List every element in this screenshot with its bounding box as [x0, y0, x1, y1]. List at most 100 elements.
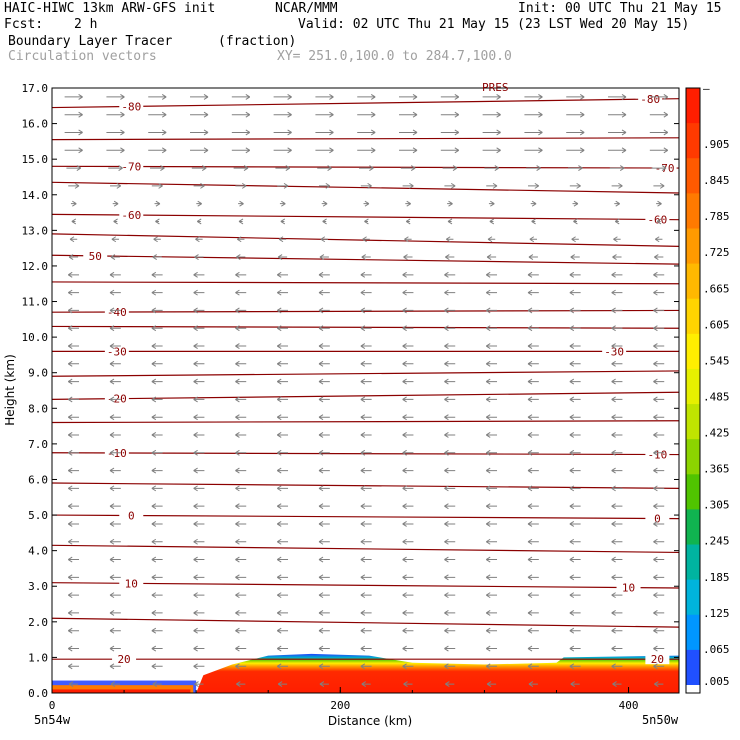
wind-vector	[193, 556, 205, 563]
wind-vector	[231, 111, 251, 118]
org-label: NCAR/MMM	[275, 1, 338, 16]
wind-vector	[611, 645, 623, 652]
wind-vector	[653, 467, 665, 474]
wind-vector	[151, 182, 163, 189]
wind-vector	[653, 521, 665, 527]
wind-vector	[364, 218, 369, 225]
wind-vector	[360, 343, 372, 349]
y-tick-label: 9.0	[28, 367, 48, 380]
wind-vector	[151, 289, 163, 296]
wind-vector	[656, 218, 662, 225]
wind-vector	[485, 521, 498, 527]
wind-vector	[109, 503, 121, 510]
wind-vector	[360, 414, 372, 421]
wind-vector	[656, 200, 662, 207]
wind-vector	[67, 271, 80, 278]
contour-label-bg	[119, 577, 144, 589]
wind-vector	[444, 432, 456, 438]
wind-vector	[569, 467, 581, 474]
colorbar-swatch	[686, 404, 700, 440]
contour-label-bg	[645, 448, 670, 460]
wind-vector	[231, 93, 251, 100]
wind-vector	[360, 271, 372, 278]
wind-vector	[152, 681, 162, 688]
wind-vector	[193, 663, 205, 670]
wind-vector	[444, 485, 456, 492]
wind-vector	[360, 467, 372, 474]
wind-vector	[113, 218, 118, 225]
wind-vector	[148, 129, 167, 136]
wind-vector	[109, 289, 121, 296]
wind-vector	[485, 325, 498, 332]
wind-vector	[524, 93, 543, 100]
wind-vector	[238, 218, 244, 225]
contour-label: 50	[89, 250, 102, 263]
wind-vector	[276, 325, 289, 332]
wind-vector	[360, 396, 372, 403]
wind-vector	[280, 218, 286, 225]
wind-vector	[527, 271, 539, 278]
wind-vector	[235, 592, 247, 599]
wind-vector	[444, 556, 456, 563]
wind-vector	[569, 378, 581, 385]
wind-vector	[402, 414, 414, 421]
wind-vector	[653, 396, 665, 403]
wind-vector	[235, 645, 247, 652]
wind-vector	[360, 503, 372, 510]
field-name: Boundary Layer Tracer	[8, 34, 173, 49]
wind-vector	[653, 627, 665, 634]
wind-vector	[109, 307, 121, 314]
wind-vector	[277, 182, 289, 189]
wind-vector	[573, 218, 578, 225]
wind-vector	[651, 165, 667, 171]
wind-vector	[528, 681, 538, 688]
wind-vector	[649, 147, 669, 154]
wind-vector	[485, 610, 498, 616]
wind-vector	[70, 200, 77, 207]
wind-vector	[151, 325, 163, 332]
wind-vector	[359, 165, 374, 171]
wind-vector	[276, 485, 289, 492]
wind-vector	[67, 592, 80, 599]
wind-vector	[235, 627, 247, 634]
wind-vector	[611, 556, 623, 563]
wind-vector	[402, 663, 414, 670]
wind-vector	[360, 574, 372, 581]
wind-vector	[360, 432, 372, 438]
wind-vector	[611, 538, 623, 545]
wind-vector	[276, 663, 289, 670]
wind-vector	[318, 610, 330, 616]
contour-label-bg	[119, 100, 144, 112]
contour-label: -40	[107, 306, 127, 319]
wind-vector	[653, 574, 665, 581]
wind-vector	[235, 521, 247, 527]
wind-vector	[193, 521, 205, 527]
wind-vector	[482, 111, 501, 118]
wind-vector	[571, 236, 579, 243]
wind-vector	[444, 325, 456, 332]
wind-vector	[653, 182, 665, 189]
wind-vector	[235, 343, 247, 349]
wind-vector	[360, 521, 372, 527]
wind-vector	[444, 182, 456, 189]
wind-vector	[445, 236, 454, 243]
colorbar-swatch	[686, 228, 700, 265]
wind-vector	[608, 129, 627, 136]
wind-vector	[524, 147, 543, 154]
wind-vector	[67, 521, 80, 527]
wind-vector	[360, 645, 372, 652]
y-tick-label: 6.0	[28, 473, 48, 486]
wind-vector	[277, 681, 288, 688]
fcst-label: Fcst:	[4, 17, 44, 32]
contour-label: 0	[128, 510, 135, 523]
wind-vector	[318, 449, 330, 456]
contour-label-bg	[112, 653, 137, 665]
wind-vector	[485, 485, 498, 492]
wind-vector	[362, 236, 370, 243]
colorbar-label: .545	[703, 354, 730, 367]
wind-vector	[276, 627, 289, 634]
wind-vector	[109, 325, 121, 332]
wind-vector	[276, 538, 289, 545]
wind-vector	[235, 663, 247, 670]
